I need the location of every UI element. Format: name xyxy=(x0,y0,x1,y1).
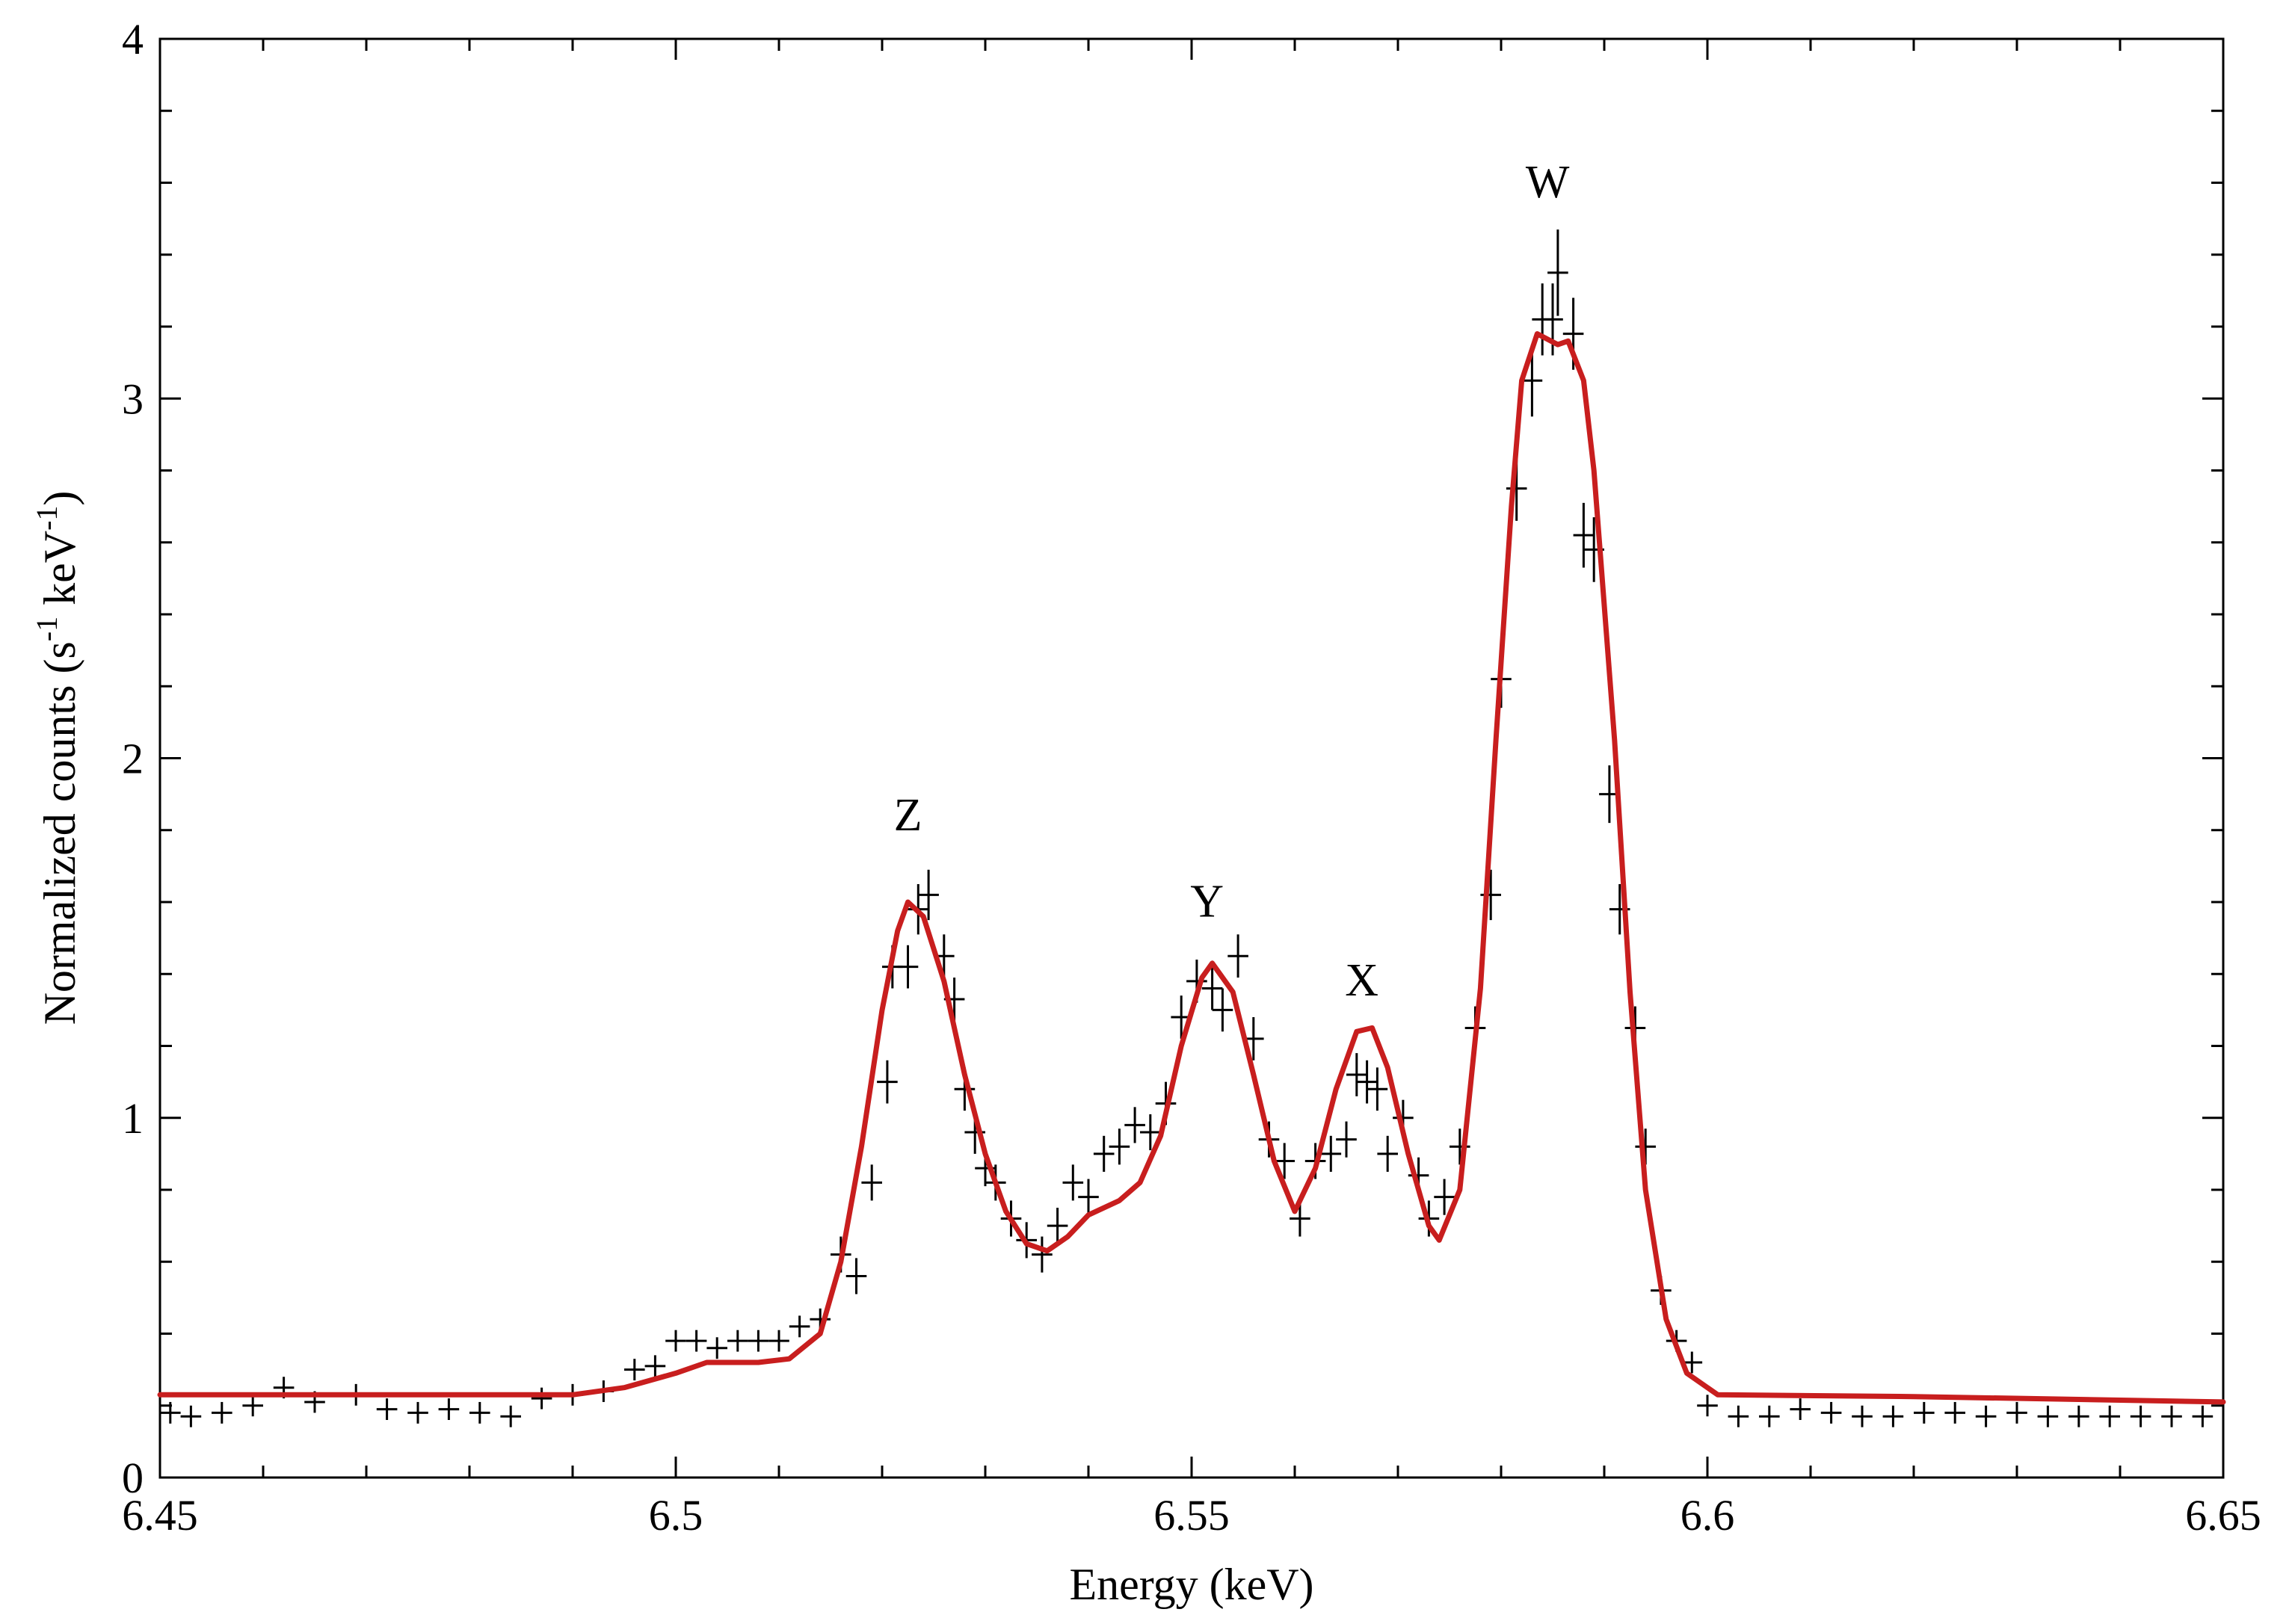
data-point xyxy=(861,1164,882,1201)
data-point xyxy=(1320,1135,1342,1172)
data-point xyxy=(407,1401,428,1424)
data-point xyxy=(1356,1060,1378,1104)
y-axis-title: Normalized counts (s-1 keV-1) xyxy=(30,491,84,1025)
data-point xyxy=(376,1398,398,1420)
data-point xyxy=(2130,1405,2151,1427)
data-point xyxy=(845,1258,867,1294)
data-point xyxy=(180,1405,202,1427)
data-point xyxy=(1547,229,1568,316)
y-axis-title-middle: keV xyxy=(35,531,84,617)
data-point xyxy=(1078,1179,1099,1215)
data-point xyxy=(1032,1236,1053,1273)
data-point xyxy=(624,1359,645,1381)
data-point xyxy=(1227,934,1248,978)
data-point xyxy=(706,1337,727,1359)
data-point xyxy=(644,1355,666,1377)
data-point xyxy=(2099,1405,2120,1427)
line-annotations: Z Y X W xyxy=(894,157,1570,1006)
data-point xyxy=(1852,1405,1873,1427)
y-tick-label: 2 xyxy=(122,735,144,783)
data-point xyxy=(686,1330,707,1352)
data-point xyxy=(500,1405,521,1427)
line-label-z: Z xyxy=(894,790,922,841)
data-point xyxy=(877,1060,898,1104)
data-series xyxy=(160,229,2214,1427)
data-point xyxy=(1434,1179,1455,1215)
data-point xyxy=(160,1401,181,1424)
model-curve xyxy=(157,331,2226,1405)
y-axis-title-sup1: -1 xyxy=(30,617,64,641)
data-point xyxy=(531,1387,552,1410)
data-point xyxy=(2192,1405,2214,1427)
data-point xyxy=(665,1330,686,1352)
data-point xyxy=(2037,1405,2059,1427)
data-point xyxy=(2161,1405,2182,1427)
plot-frame xyxy=(158,37,2225,1479)
data-point xyxy=(1573,502,1595,568)
y-tick-label: 3 xyxy=(122,374,144,423)
tick-labels: 6.45 6.5 6.55 6.6 6.65 0 1 2 3 4 xyxy=(122,15,2261,1540)
axis-ticks xyxy=(158,37,2225,1479)
data-point xyxy=(2006,1401,2027,1424)
data-point xyxy=(1820,1401,1842,1424)
data-point xyxy=(242,1395,263,1417)
data-point xyxy=(1124,1107,1145,1143)
line-label-w: W xyxy=(1526,157,1570,208)
data-point xyxy=(438,1398,460,1420)
data-point xyxy=(1759,1405,1780,1427)
x-tick-label: 6.5 xyxy=(649,1491,703,1540)
data-point xyxy=(768,1330,789,1352)
data-point xyxy=(1697,1395,1718,1417)
data-point xyxy=(1140,1114,1161,1151)
data-point xyxy=(1093,1135,1115,1172)
data-point xyxy=(1201,966,1223,1010)
x-axis-title: Energy (keV) xyxy=(1069,1560,1313,1609)
data-point xyxy=(1336,1121,1357,1158)
y-tick-label: 1 xyxy=(122,1094,144,1143)
data-point xyxy=(469,1401,490,1424)
data-point xyxy=(727,1330,748,1352)
y-tick-label: 4 xyxy=(122,15,144,64)
y-axis-title-suffix: ) xyxy=(35,491,84,506)
data-point xyxy=(1882,1405,1904,1427)
x-tick-label: 6.55 xyxy=(1153,1491,1230,1540)
data-point xyxy=(1109,1129,1130,1165)
x-tick-label: 6.6 xyxy=(1681,1491,1735,1540)
data-point xyxy=(1367,1067,1388,1111)
line-label-y: Y xyxy=(1190,876,1224,927)
y-axis-title-prefix: Normalized counts (s xyxy=(35,641,84,1025)
data-point xyxy=(748,1330,769,1352)
data-point xyxy=(1346,1053,1367,1096)
data-point xyxy=(1047,1208,1068,1244)
line-label-x: X xyxy=(1345,955,1378,1006)
x-tick-label: 6.65 xyxy=(2185,1491,2261,1540)
data-point xyxy=(1274,1143,1295,1179)
x-tick-label: 6.45 xyxy=(122,1491,198,1540)
data-point xyxy=(1944,1401,1965,1424)
y-axis-title-sup2: -1 xyxy=(30,506,64,531)
data-point xyxy=(1790,1398,1811,1420)
data-point xyxy=(212,1401,232,1424)
data-point xyxy=(789,1315,810,1338)
data-point xyxy=(1975,1405,1997,1427)
data-point xyxy=(1914,1401,1935,1424)
data-point xyxy=(1728,1405,1749,1427)
data-point xyxy=(1062,1164,1084,1201)
data-point xyxy=(918,869,939,921)
data-point xyxy=(897,945,919,989)
data-point xyxy=(2068,1405,2089,1427)
data-point xyxy=(1212,988,1233,1032)
data-point xyxy=(1377,1135,1398,1172)
y-tick-label: 0 xyxy=(122,1454,144,1502)
